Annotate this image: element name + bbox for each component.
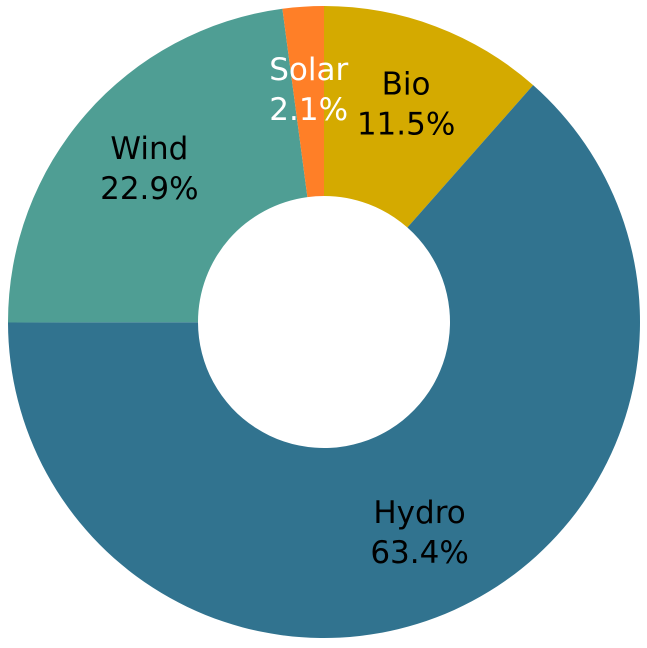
- slice-value-label: 2.1%: [269, 92, 348, 128]
- donut-slice: [8, 8, 308, 323]
- slice-value-label: 22.9%: [100, 171, 198, 207]
- donut-slice: [282, 6, 324, 198]
- donut-slice: [8, 85, 641, 639]
- slice-label: Wind: [110, 131, 188, 167]
- slice-label: Bio: [382, 67, 431, 103]
- slice-label: Hydro: [373, 495, 465, 531]
- slice-value-label: 63.4%: [370, 535, 468, 571]
- donut-slice: [324, 6, 534, 228]
- slice-label: Solar: [269, 52, 348, 88]
- slice-value-label: 11.5%: [357, 107, 455, 143]
